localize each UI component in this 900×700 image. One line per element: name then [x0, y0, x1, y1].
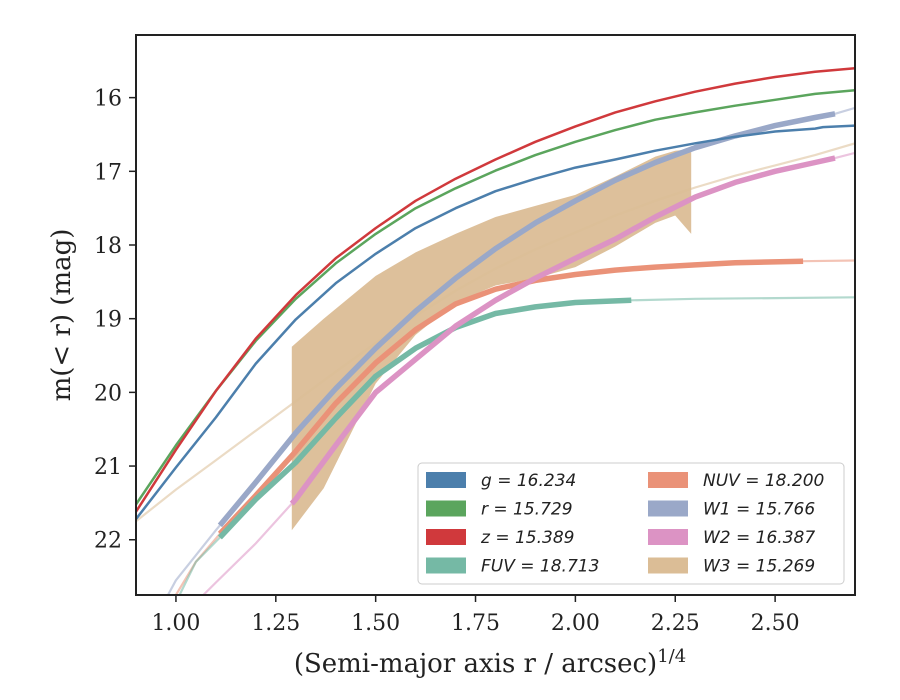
- series-g-line: [136, 124, 855, 520]
- legend-swatch-z: [426, 529, 466, 545]
- legend-swatch-g: [426, 472, 466, 488]
- legend-swatch-r: [426, 500, 466, 517]
- legend-label-z: z = 15.389: [480, 528, 574, 548]
- series-r-line: [136, 89, 855, 506]
- plot-frame: [135, 34, 856, 596]
- legend-label-w2: W2 = 16.387: [703, 528, 815, 548]
- x-axis-label: (Semi-major axis r / arcsec)1/4: [294, 646, 686, 679]
- x-tick-label: 2.25: [651, 611, 700, 636]
- series-w3-line: [136, 142, 855, 523]
- series-nuv-measured: [217, 258, 804, 536]
- series-z-line: [136, 66, 855, 513]
- y-tick-label: 18: [94, 234, 122, 259]
- plot-area: [136, 66, 855, 595]
- series-w1-measured: [217, 111, 836, 528]
- x-tick-label: 1.00: [151, 611, 200, 636]
- legend-swatch-w1: [648, 500, 688, 517]
- series-w3-band: [291, 149, 692, 531]
- legend-label-nuv: NUV = 18.200: [703, 471, 824, 491]
- legend-swatch-w2: [648, 529, 688, 545]
- x-axis-label-text: (Semi-major axis r / arcsec): [294, 649, 657, 679]
- legend-label-g: g = 16.234: [481, 471, 576, 491]
- legend-swatch-w3: [648, 557, 688, 574]
- y-tick-label: 17: [94, 160, 122, 185]
- legend: g = 16.234 r = 15.729 z = 15.389 FUV = 18.7…: [417, 462, 845, 585]
- y-axis-label: m(< r) (mag): [47, 229, 77, 402]
- series-fuv-measured: [217, 297, 632, 540]
- x-tick-label: 1.25: [251, 611, 300, 636]
- x-tick-label: 1.75: [451, 611, 500, 636]
- legend-label-w1: W1 = 15.766: [703, 500, 815, 520]
- legend-label-fuv: FUV = 18.713: [481, 557, 599, 577]
- x-tick-label: 2.50: [751, 611, 800, 636]
- legend-label-r: r = 15.729: [481, 500, 573, 520]
- x-tick-label: 2.00: [551, 611, 600, 636]
- y-tick-label: 22: [94, 529, 122, 554]
- legend-label-w3: W3 = 15.269: [703, 557, 815, 577]
- y-tick-label: 16: [94, 87, 122, 112]
- series-w2-measured: [289, 155, 836, 506]
- y-tick-label: 21: [94, 455, 122, 480]
- legend-swatch-fuv: [426, 557, 466, 574]
- x-tick-label: 1.50: [351, 611, 400, 636]
- y-tick-label: 19: [94, 308, 122, 333]
- legend-box: [417, 462, 845, 585]
- y-tick-label: 20: [94, 381, 122, 406]
- x-axis-label-exponent: 1/4: [657, 646, 686, 667]
- legend-swatch-nuv: [648, 472, 688, 488]
- axis-ticks: 1.00 1.25 1.50 1.75 2.00 2.25 2.50 16 17 18 19 20 21…: [94, 87, 800, 636]
